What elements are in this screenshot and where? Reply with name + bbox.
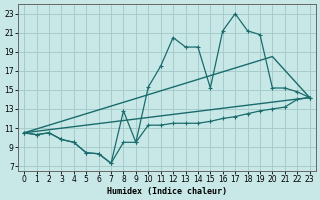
X-axis label: Humidex (Indice chaleur): Humidex (Indice chaleur) xyxy=(107,187,227,196)
